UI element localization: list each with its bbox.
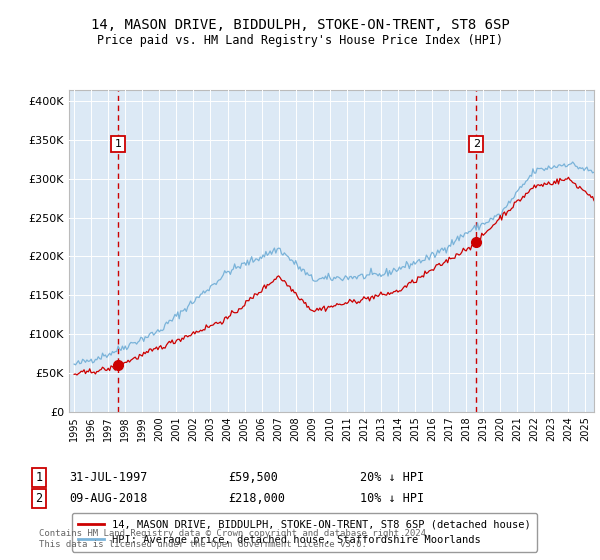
Text: 1: 1 — [35, 470, 43, 484]
Text: Contains HM Land Registry data © Crown copyright and database right 2024.: Contains HM Land Registry data © Crown c… — [39, 529, 431, 538]
Text: 31-JUL-1997: 31-JUL-1997 — [69, 470, 148, 484]
Text: 2: 2 — [473, 139, 480, 149]
Text: This data is licensed under the Open Government Licence v3.0.: This data is licensed under the Open Gov… — [39, 540, 367, 549]
Text: 20% ↓ HPI: 20% ↓ HPI — [360, 470, 424, 484]
Text: £218,000: £218,000 — [228, 492, 285, 505]
Text: 2: 2 — [35, 492, 43, 505]
Text: £59,500: £59,500 — [228, 470, 278, 484]
Legend: 14, MASON DRIVE, BIDDULPH, STOKE-ON-TRENT, ST8 6SP (detached house), HPI: Averag: 14, MASON DRIVE, BIDDULPH, STOKE-ON-TREN… — [71, 514, 537, 552]
Text: 09-AUG-2018: 09-AUG-2018 — [69, 492, 148, 505]
Text: 10% ↓ HPI: 10% ↓ HPI — [360, 492, 424, 505]
Text: 14, MASON DRIVE, BIDDULPH, STOKE-ON-TRENT, ST8 6SP: 14, MASON DRIVE, BIDDULPH, STOKE-ON-TREN… — [91, 18, 509, 32]
Text: Price paid vs. HM Land Registry's House Price Index (HPI): Price paid vs. HM Land Registry's House … — [97, 34, 503, 47]
Text: 1: 1 — [115, 139, 122, 149]
